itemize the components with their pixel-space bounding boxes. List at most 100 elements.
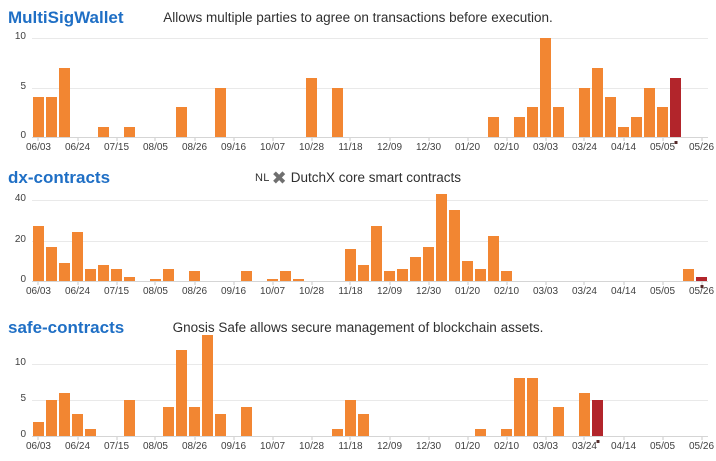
bar-08/19 <box>176 349 187 436</box>
bar-11/25 <box>358 264 369 281</box>
repo-activity-dashboard: MultiSigWallet Allows multiple parties t… <box>8 6 714 453</box>
x-tick-label-01/20: 01/20 <box>454 142 481 153</box>
x-axis-tick <box>467 282 468 285</box>
bar-11/11 <box>332 428 343 436</box>
x-tick-label-05/05: 05/05 <box>649 441 676 452</box>
x-tick-label-06/24: 06/24 <box>64 142 91 153</box>
bar-07/22 <box>124 127 135 137</box>
x-tick-label-08/05: 08/05 <box>142 142 168 153</box>
x-tick-label-03/03: 03/03 <box>532 286 559 297</box>
x-tick-label-02/10: 02/10 <box>493 286 520 297</box>
bar-06/03 <box>33 97 44 137</box>
bar-11/18 <box>345 248 356 281</box>
x-axis-tick <box>154 282 156 285</box>
plot-area: 0 5 10 <box>15 31 708 141</box>
x-axis-tick <box>116 138 117 141</box>
x-axis-tick <box>623 437 624 440</box>
x-tick-label-09/16: 09/16 <box>220 441 247 452</box>
x-tick-label-04/14: 04/14 <box>610 142 637 153</box>
x-tick-label-05/26: 05/26 <box>688 286 715 297</box>
x-axis-tick <box>272 437 273 440</box>
bar-highlight-05/26 <box>696 276 707 281</box>
x-axis-tick <box>506 282 507 285</box>
chart-safe-contracts: safe-contracts Gnosis Safe allows secure… <box>8 316 714 453</box>
bar-03/03 <box>540 38 551 137</box>
x-axis-tick <box>77 138 78 141</box>
x-axis-tick <box>583 138 585 141</box>
bar-07/08 <box>98 264 109 281</box>
current-week-marker <box>674 141 677 144</box>
bar-02/24 <box>527 107 538 137</box>
bar-08/26 <box>189 270 200 281</box>
bar-09/02 <box>202 335 213 436</box>
bar-08/19 <box>176 107 187 137</box>
repo-description-multisigwallet: Allows multiple parties to agree on tran… <box>163 10 553 25</box>
y-axis-label: 40 <box>14 193 26 204</box>
x-tick-label-07/15: 07/15 <box>103 286 130 297</box>
x-axis-tick <box>311 282 312 285</box>
bar-11/11 <box>332 87 343 137</box>
chart-header: MultiSigWallet Allows multiple parties t… <box>8 6 708 30</box>
x-tick-label-11/18: 11/18 <box>338 441 363 452</box>
gridline <box>32 400 708 401</box>
bar-10/07 <box>267 278 278 281</box>
x-tick-label-06/24: 06/24 <box>64 286 91 297</box>
x-axis-tick <box>506 437 507 440</box>
x-tick-label-12/30: 12/30 <box>415 142 442 153</box>
x-axis-tick <box>233 282 234 285</box>
bar-04/14 <box>618 127 629 137</box>
bar-07/01 <box>85 268 96 281</box>
x-tick-label-05/05: 05/05 <box>649 286 676 297</box>
bar-04/21 <box>631 117 642 137</box>
bar-11/18 <box>345 400 356 436</box>
x-axis-tick <box>623 138 624 141</box>
repo-link-safe-contracts[interactable]: safe-contracts <box>8 318 125 337</box>
x-axis-tick <box>154 138 156 141</box>
x-axis-tick <box>194 138 195 141</box>
plot-area: 0 5 10 <box>15 335 708 440</box>
x-axis-tick <box>545 138 546 141</box>
x-tick-label-12/30: 12/30 <box>415 441 442 452</box>
x-axis-tick <box>428 138 429 141</box>
bar-06/17 <box>59 67 70 137</box>
x-axis-tick <box>37 282 39 285</box>
x-tick-label-12/09: 12/09 <box>376 441 403 452</box>
x-tick-label-12/30: 12/30 <box>415 286 442 297</box>
x-axis-tick <box>272 138 273 141</box>
bar-10/28 <box>306 77 317 137</box>
x-tick-label-10/07: 10/07 <box>259 286 286 297</box>
x-axis-tick <box>349 138 351 141</box>
x-tick-label-05/26: 05/26 <box>688 441 715 452</box>
bar-01/13 <box>449 210 460 281</box>
repo-link-dx-contracts[interactable]: dx-contracts <box>8 168 111 187</box>
x-axis-tick <box>37 138 39 141</box>
x-axis-tick <box>194 282 195 285</box>
bar-01/06 <box>436 193 447 281</box>
x-axis-tick <box>467 437 468 440</box>
x-axis-tick <box>662 437 663 440</box>
y-axis-label: 0 <box>20 274 26 285</box>
repo-link-multisigwallet[interactable]: MultiSigWallet <box>8 8 124 27</box>
bar-08/05 <box>150 278 161 281</box>
bar-02/17 <box>514 378 525 436</box>
x-tick-label-07/15: 07/15 <box>103 441 130 452</box>
x-tick-label-05/26: 05/26 <box>688 142 715 153</box>
x-axis-tick <box>233 437 234 440</box>
x-tick-label-10/07: 10/07 <box>259 142 286 153</box>
bar-07/22 <box>124 400 135 436</box>
x-axis-tick <box>154 437 156 440</box>
x-tick-label-03/03: 03/03 <box>532 142 559 153</box>
x-axis-tick <box>77 437 78 440</box>
y-axis-label: 0 <box>20 429 26 440</box>
x-axis-tick <box>428 437 429 440</box>
bar-03/10 <box>553 407 564 436</box>
x-axis-tick <box>311 138 312 141</box>
bar-06/03 <box>33 421 44 436</box>
chart-dx-contracts: dx-contracts NL ✖ DutchX core smart cont… <box>8 166 714 298</box>
chart-multisigwallet: MultiSigWallet Allows multiple parties t… <box>8 6 714 154</box>
nl-label: NL <box>254 172 270 184</box>
x-axis-tick <box>233 138 234 141</box>
x-axis-tick <box>77 282 78 285</box>
current-week-marker <box>596 440 599 443</box>
plot-area: 0 20 40 <box>15 193 708 285</box>
